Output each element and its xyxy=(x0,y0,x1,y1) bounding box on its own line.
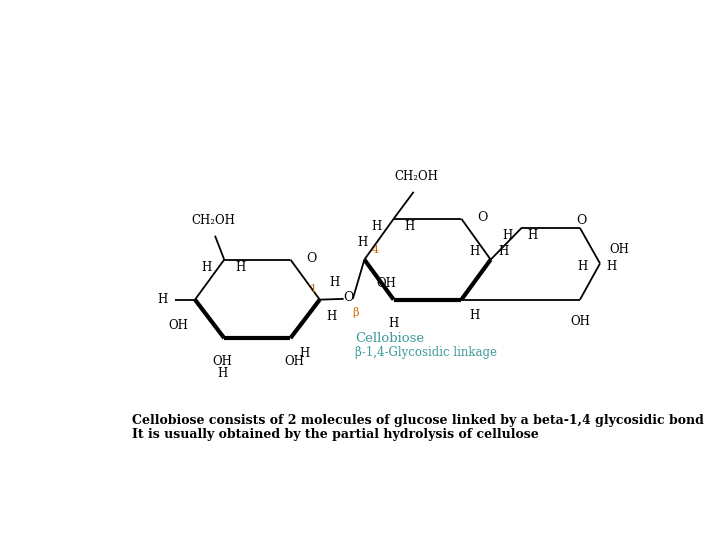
Text: H: H xyxy=(502,230,512,242)
Text: OH: OH xyxy=(284,355,305,368)
Text: H: H xyxy=(528,230,538,242)
Text: CH₂OH: CH₂OH xyxy=(395,170,438,183)
Text: Cellobiose: Cellobiose xyxy=(355,332,424,345)
Text: H: H xyxy=(202,261,212,274)
Text: 1: 1 xyxy=(310,284,317,294)
Text: H: H xyxy=(606,260,616,273)
Text: CH₂OH: CH₂OH xyxy=(192,213,235,226)
Text: O: O xyxy=(576,213,587,226)
Text: H: H xyxy=(217,367,228,380)
Text: β-1,4-Glycosidic linkage: β-1,4-Glycosidic linkage xyxy=(355,346,497,359)
Text: H: H xyxy=(469,309,480,322)
Text: H: H xyxy=(469,245,480,259)
Text: β: β xyxy=(353,307,359,318)
Text: OH: OH xyxy=(609,243,629,256)
Text: OH: OH xyxy=(213,355,233,368)
Text: Cellobiose consists of 2 molecules of glucose linked by a beta-1,4 glycosidic bo: Cellobiose consists of 2 molecules of gl… xyxy=(132,414,703,427)
Text: H: H xyxy=(389,316,399,329)
Text: OH: OH xyxy=(376,276,396,289)
Text: H: H xyxy=(326,310,336,323)
Text: H: H xyxy=(577,260,588,273)
Text: OH: OH xyxy=(168,319,188,332)
Text: 4: 4 xyxy=(372,245,379,255)
Text: H: H xyxy=(329,276,339,289)
Text: H: H xyxy=(498,245,508,259)
Text: O: O xyxy=(306,252,316,265)
Text: It is usually obtained by the partial hydrolysis of cellulose: It is usually obtained by the partial hy… xyxy=(132,428,539,441)
Text: H: H xyxy=(405,220,415,233)
Text: H: H xyxy=(235,261,246,274)
Text: H: H xyxy=(300,347,310,360)
Text: OH: OH xyxy=(570,315,590,328)
Text: O: O xyxy=(343,291,354,304)
Text: H: H xyxy=(157,293,167,306)
Text: H: H xyxy=(358,236,368,249)
Text: O: O xyxy=(477,211,487,224)
Text: H: H xyxy=(371,220,382,233)
